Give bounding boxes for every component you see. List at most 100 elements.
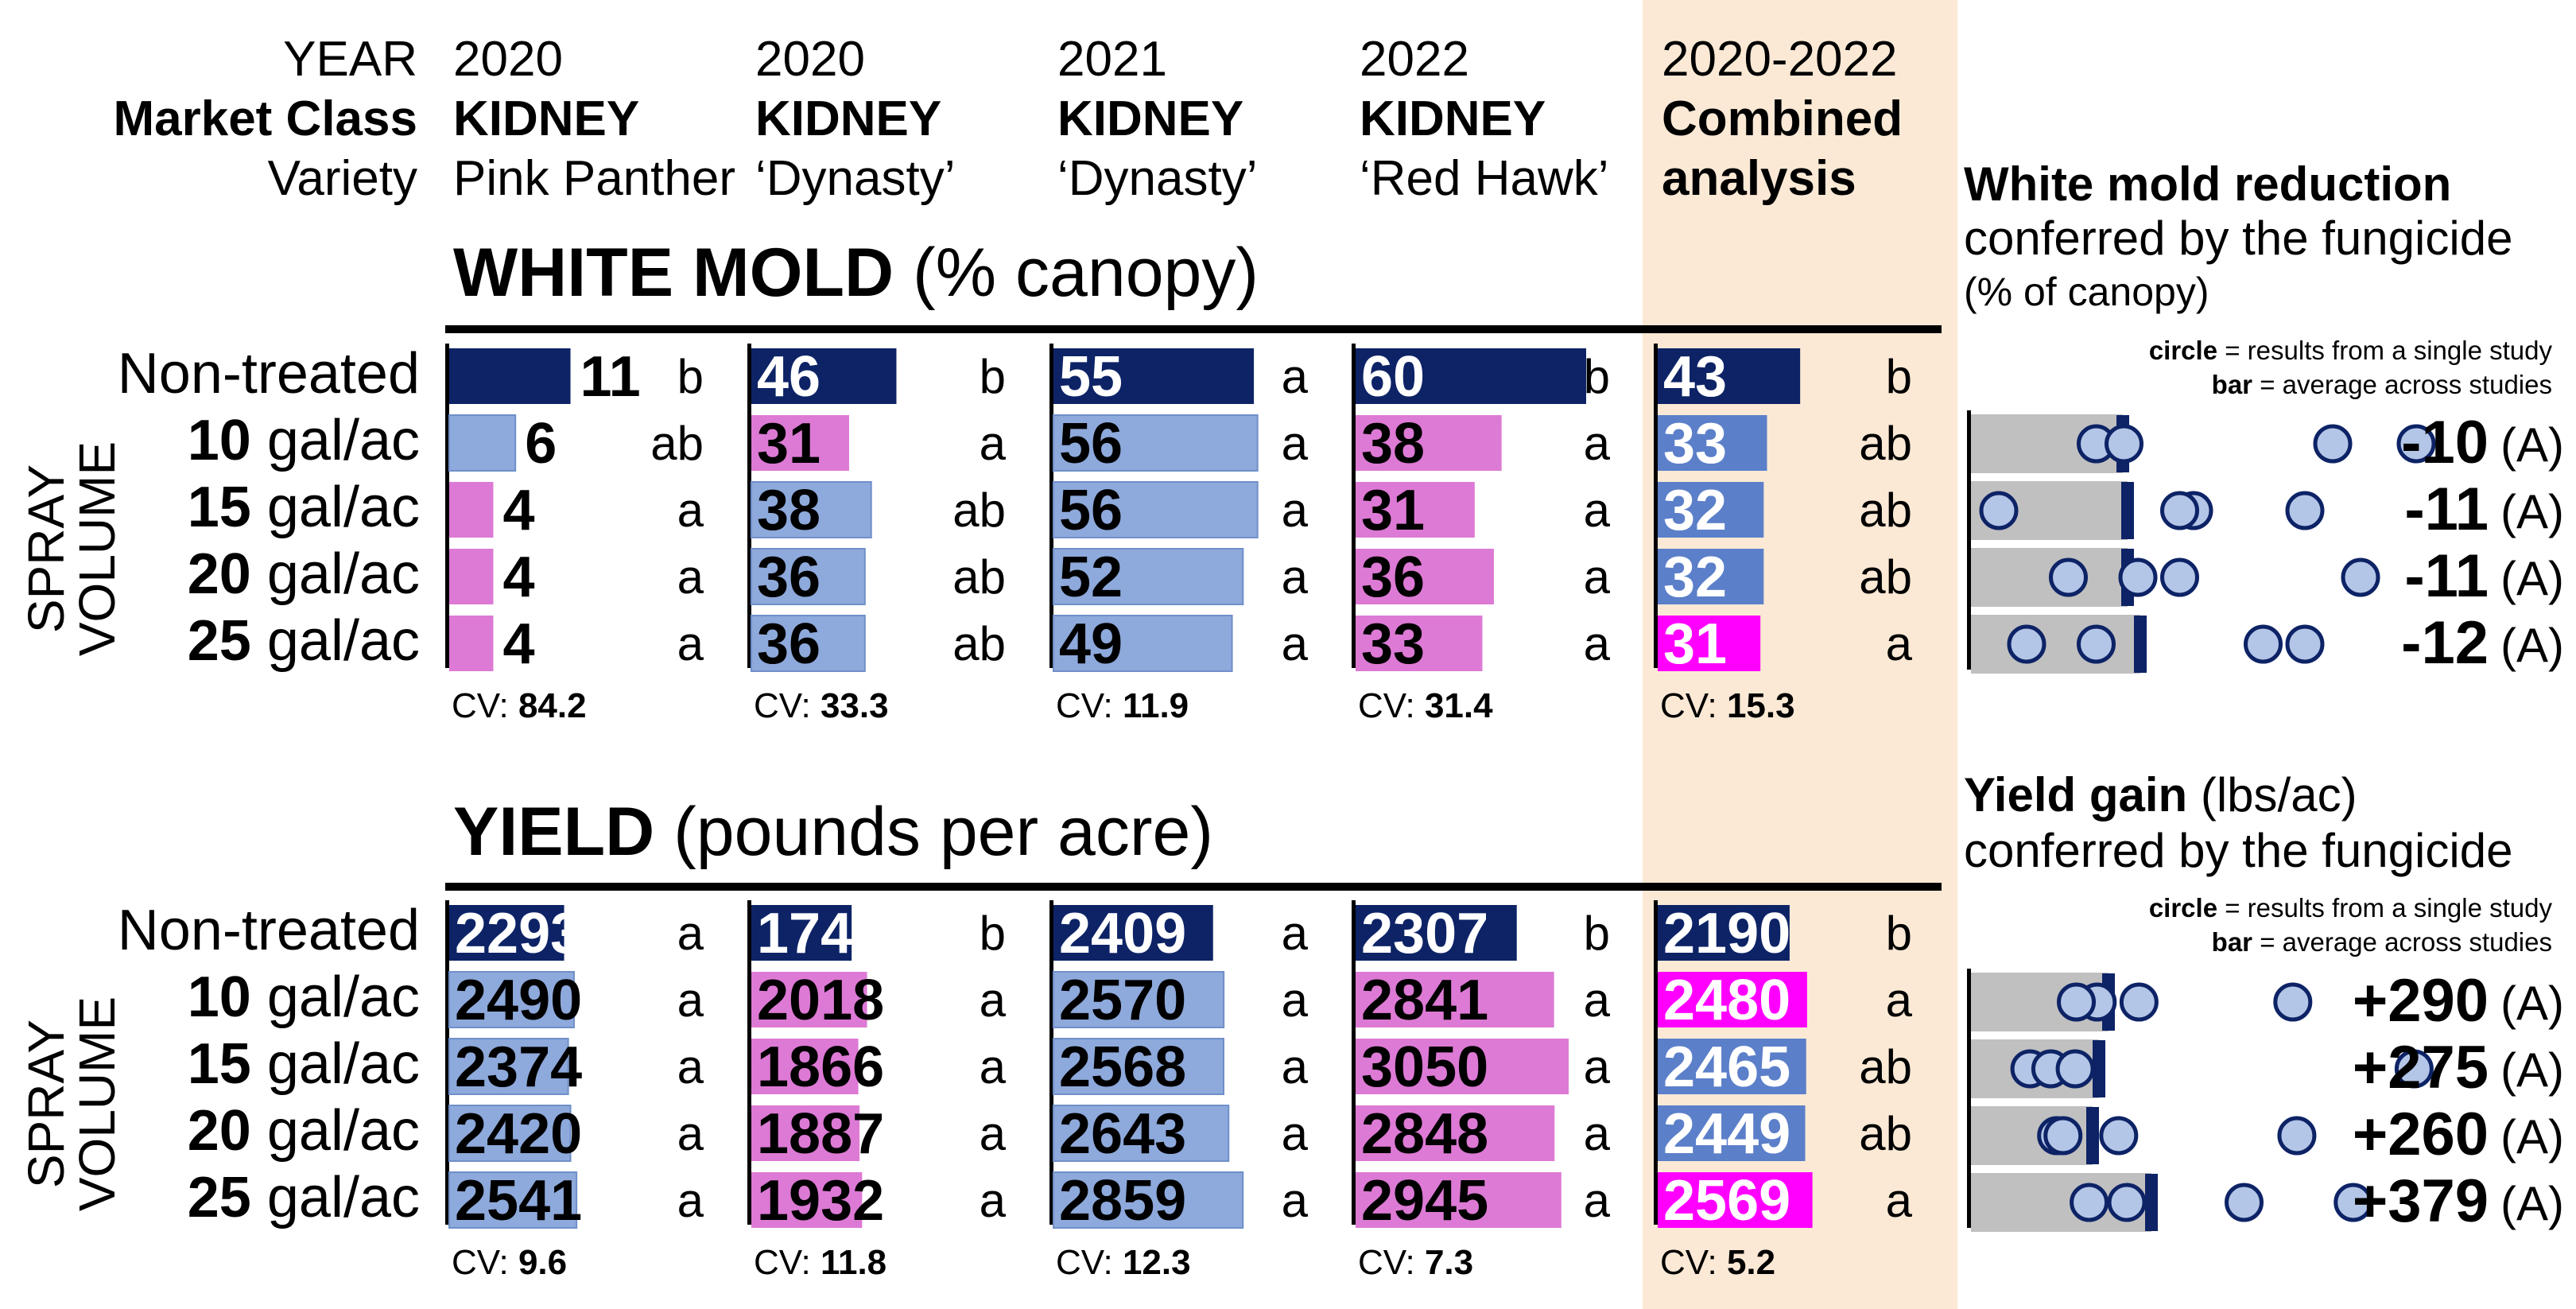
bar	[448, 1038, 569, 1095]
treatment-unit: gal/ac	[251, 1166, 420, 1229]
bar-value-label: 2490	[455, 969, 582, 1032]
bar-value-label: 4	[502, 612, 534, 676]
bar-value-label: 2420	[455, 1102, 582, 1166]
header-variety: Pink Panther	[453, 151, 735, 206]
average-marker	[2093, 1040, 2105, 1097]
bar-value-label: 3050	[1361, 1035, 1488, 1099]
treatment-label: Non-treated	[118, 342, 420, 406]
study-point	[2244, 624, 2283, 664]
study-point	[2396, 424, 2436, 464]
bar	[751, 415, 849, 471]
cv-label: CV: 11.9	[1056, 686, 1189, 725]
bar-column: 2293 a 2490 a 2374 a 2420 a 2541 a CV: 9.6	[445, 900, 704, 1282]
bar	[1356, 1105, 1555, 1161]
header-variety: analysis	[1662, 151, 1856, 206]
treatment-volume: 15	[188, 476, 251, 539]
bar-value-label: 43	[1663, 345, 1727, 409]
bar	[1658, 972, 1807, 1027]
cv-value: 12.3	[1113, 1243, 1191, 1282]
bar-column: 43 b 33 ab 32 ab 32 ab 31 a CV: 15.3	[1654, 344, 1913, 725]
bar-value-label: 1932	[757, 1169, 884, 1233]
significance-letter: a	[1584, 484, 1611, 537]
treatment-label: 10 gal/ac	[188, 409, 420, 472]
significance-letter: b	[980, 907, 1006, 960]
effect-panel: +290 (A)+275 (A)+260 (A)+379 (A)	[1967, 967, 2564, 1235]
study-point	[2105, 424, 2143, 464]
bar	[1053, 481, 1259, 538]
bar-value-label: 31	[1663, 612, 1727, 676]
wm-reduction-subtitle: conferred by the fungicide	[1964, 212, 2512, 265]
cv-prefix: CV:	[1056, 686, 1113, 725]
bar	[751, 1039, 859, 1094]
significance-letter: a	[980, 417, 1007, 470]
header-year: 2020	[453, 32, 563, 87]
cv-label: CV: 33.3	[754, 686, 889, 725]
header-variety: ‘Red Hawk’	[1360, 151, 1609, 206]
bar-value-label: 31	[757, 412, 821, 476]
significance-letter: b	[980, 350, 1006, 403]
significance-letter: a	[1282, 973, 1309, 1027]
bar-value-label: 33	[1361, 612, 1425, 676]
bar-value-label: 55	[1059, 345, 1123, 409]
treatment-unit: gal/ac	[251, 1099, 420, 1163]
bar-column: 55 a 56 a 56 a 52 a 49 a CV: 11.9	[1049, 344, 1309, 725]
significance-letter: ab	[952, 617, 1006, 670]
cv-value: 5.2	[1717, 1243, 1775, 1282]
white-mold-title: WHITE MOLD (% canopy)	[453, 235, 1259, 311]
treatment-unit: gal/ac	[251, 476, 420, 539]
bar	[1356, 348, 1586, 404]
significance-letter: a	[677, 617, 704, 670]
significance-letter: b	[1584, 907, 1610, 960]
bar-value-label: 2293	[455, 902, 582, 965]
treatment-volume: 25	[188, 1166, 251, 1229]
cv-prefix: CV:	[1358, 1243, 1415, 1282]
significance-letter: a	[677, 1040, 704, 1093]
axis-line	[1654, 900, 1658, 1225]
average-marker	[2121, 482, 2134, 539]
bar	[449, 348, 571, 404]
bar-column: 2409 a 2570 a 2568 a 2643 a 2859 a CV: 12.3	[1049, 900, 1309, 1282]
effect-group: (A)	[2500, 552, 2564, 605]
effect-group: (A)	[2500, 1043, 2564, 1097]
significance-letter: a	[1584, 417, 1611, 470]
axis-line	[1049, 344, 1053, 668]
bar-value-label: 2569	[1663, 1169, 1790, 1233]
effect-group: (A)	[2500, 418, 2564, 472]
bar-value-label: 49	[1059, 612, 1123, 676]
significance-letter: a	[1886, 973, 1913, 1027]
bar-column: 11 b 6 ab 4 a 4 a 4 a CV: 84.2	[445, 344, 704, 725]
cv-label: CV: 7.3	[1358, 1243, 1473, 1282]
cv-label: CV: 15.3	[1660, 686, 1795, 725]
study-point	[2334, 1183, 2373, 1222]
cv-prefix: CV:	[1358, 686, 1415, 725]
bar	[751, 1172, 863, 1228]
effect-group: (A)	[2500, 619, 2564, 672]
cv-label: CV: 31.4	[1358, 686, 1493, 725]
cv-value: 11.8	[811, 1243, 886, 1282]
study-point	[2043, 1116, 2083, 1156]
header-class: Combined	[1662, 91, 1903, 146]
study-point	[2160, 557, 2199, 597]
bar-value-label: 2945	[1361, 1169, 1488, 1233]
treatment-volume: 15	[188, 1032, 251, 1096]
study-point	[2070, 1183, 2109, 1222]
header-class: KIDNEY	[453, 91, 639, 146]
spray-volume-axis-bottom: SPRAY VOLUME	[17, 996, 126, 1211]
cv-value: 84.2	[509, 686, 587, 725]
header-variety-label: Variety	[268, 151, 417, 206]
bar	[751, 615, 866, 672]
axis-label-line-2: VOLUME	[68, 996, 126, 1211]
bar	[448, 414, 517, 472]
significance-letter: a	[1282, 617, 1309, 670]
treatment-label: 20 gal/ac	[188, 542, 420, 606]
average-marker	[2086, 1107, 2099, 1164]
treatment-label: 25 gal/ac	[188, 609, 420, 673]
bar	[751, 481, 872, 538]
bar-value-label: 2568	[1059, 1035, 1186, 1099]
treatment-volume: 10	[188, 965, 251, 1029]
significance-letter: a	[677, 1107, 704, 1160]
cv-prefix: CV:	[452, 1243, 509, 1282]
significance-letter: b	[1886, 350, 1912, 403]
header-variety: ‘Dynasty’	[755, 151, 956, 206]
bar	[1053, 348, 1255, 404]
